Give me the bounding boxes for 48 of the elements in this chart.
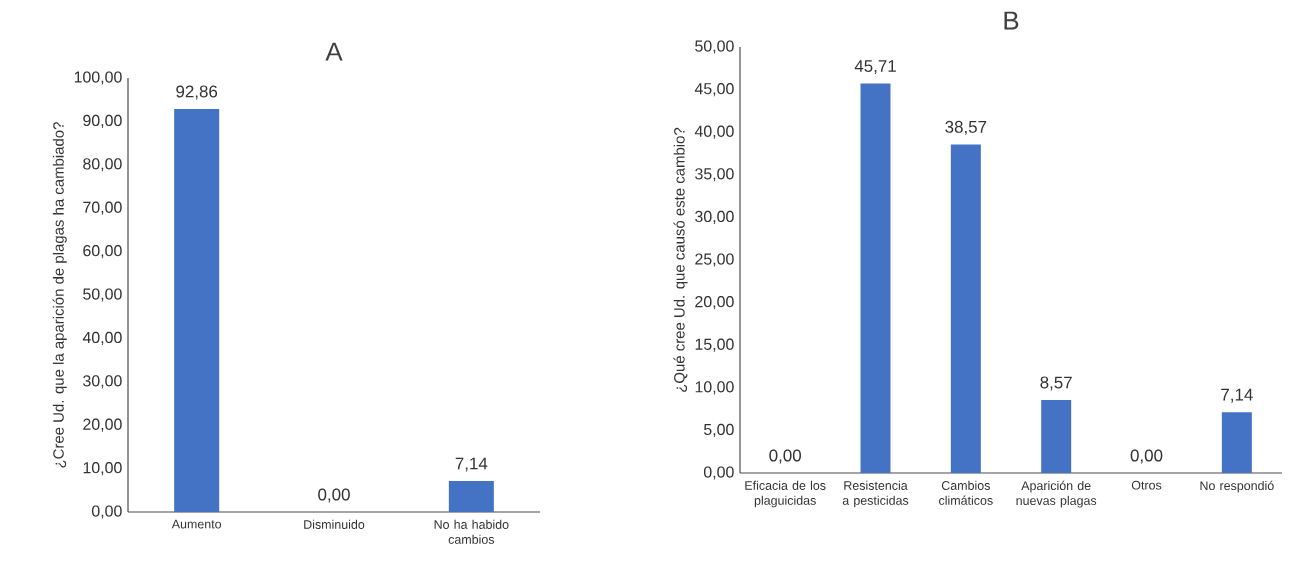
bar [1041, 399, 1072, 473]
chart-title: A [325, 42, 343, 61]
x-tick-label: Otros [1131, 480, 1162, 490]
y-tick-label: 30,00 [83, 375, 122, 389]
y-tick-label: 40,00 [82, 331, 122, 345]
y-tick-label: 15,00 [695, 338, 734, 352]
y-tick-label: 10,00 [83, 462, 122, 476]
x-tick-label: No ha habido cambios [434, 519, 509, 544]
data-label: 45,71 [854, 60, 896, 75]
x-tick-label: Cambios climáticos [939, 480, 993, 505]
data-label: 8,57 [1040, 376, 1072, 391]
data-label: 0,00 [1130, 449, 1163, 464]
y-tick-label: 20,00 [83, 418, 122, 432]
y-axis-title: ¿Cree Ud. que la aparición de plagas ha cambiado? [52, 122, 67, 468]
x-tick-label: Disminuido [304, 519, 365, 529]
y-tick-label: 0,00 [91, 505, 122, 519]
y-tick-label: 90,00 [83, 114, 122, 128]
y-tick-label: 80,00 [83, 158, 122, 172]
x-tick-label: Resistencia a pesticidas [842, 480, 909, 508]
data-label: 7,14 [455, 457, 488, 472]
y-tick-label: 5,00 [703, 423, 734, 437]
data-label: 38,57 [945, 120, 987, 135]
x-tick-label: Eficacia de los plaguicidas [745, 480, 826, 508]
y-tick-label: 35,00 [695, 168, 734, 182]
x-tick-label: No respondió [1200, 480, 1274, 493]
y-tick-label: 45,00 [694, 83, 734, 97]
y-tick-label: 50,00 [695, 40, 734, 54]
bar [1221, 412, 1252, 473]
bar [950, 144, 981, 473]
y-tick-label: 70,00 [83, 201, 122, 215]
y-tick-label: 0,00 [703, 466, 734, 480]
y-tick-label: 25,00 [695, 253, 734, 267]
bar [860, 83, 891, 473]
data-label: 0,00 [769, 449, 801, 464]
y-tick-label: 40,00 [694, 125, 734, 139]
y-tick-label: 50,00 [83, 288, 122, 302]
y-tick-label: 60,00 [83, 245, 122, 259]
y-tick-label: 10,00 [695, 381, 734, 395]
y-tick-label: 30,00 [695, 210, 734, 224]
chart-title: B [1004, 11, 1019, 30]
data-label: 92,86 [176, 85, 218, 100]
x-tick-label: Aparición de nuevas plagas [1016, 480, 1097, 508]
y-tick-label: 100,00 [74, 71, 122, 85]
x-tick-label: Aumento [171, 519, 222, 529]
y-tick-label: 20,00 [695, 296, 734, 310]
y-axis-title: ¿Qué cree Ud. que causó este cambio? [673, 127, 688, 392]
data-label: 0,00 [318, 488, 350, 503]
data-label: 7,14 [1221, 388, 1253, 403]
